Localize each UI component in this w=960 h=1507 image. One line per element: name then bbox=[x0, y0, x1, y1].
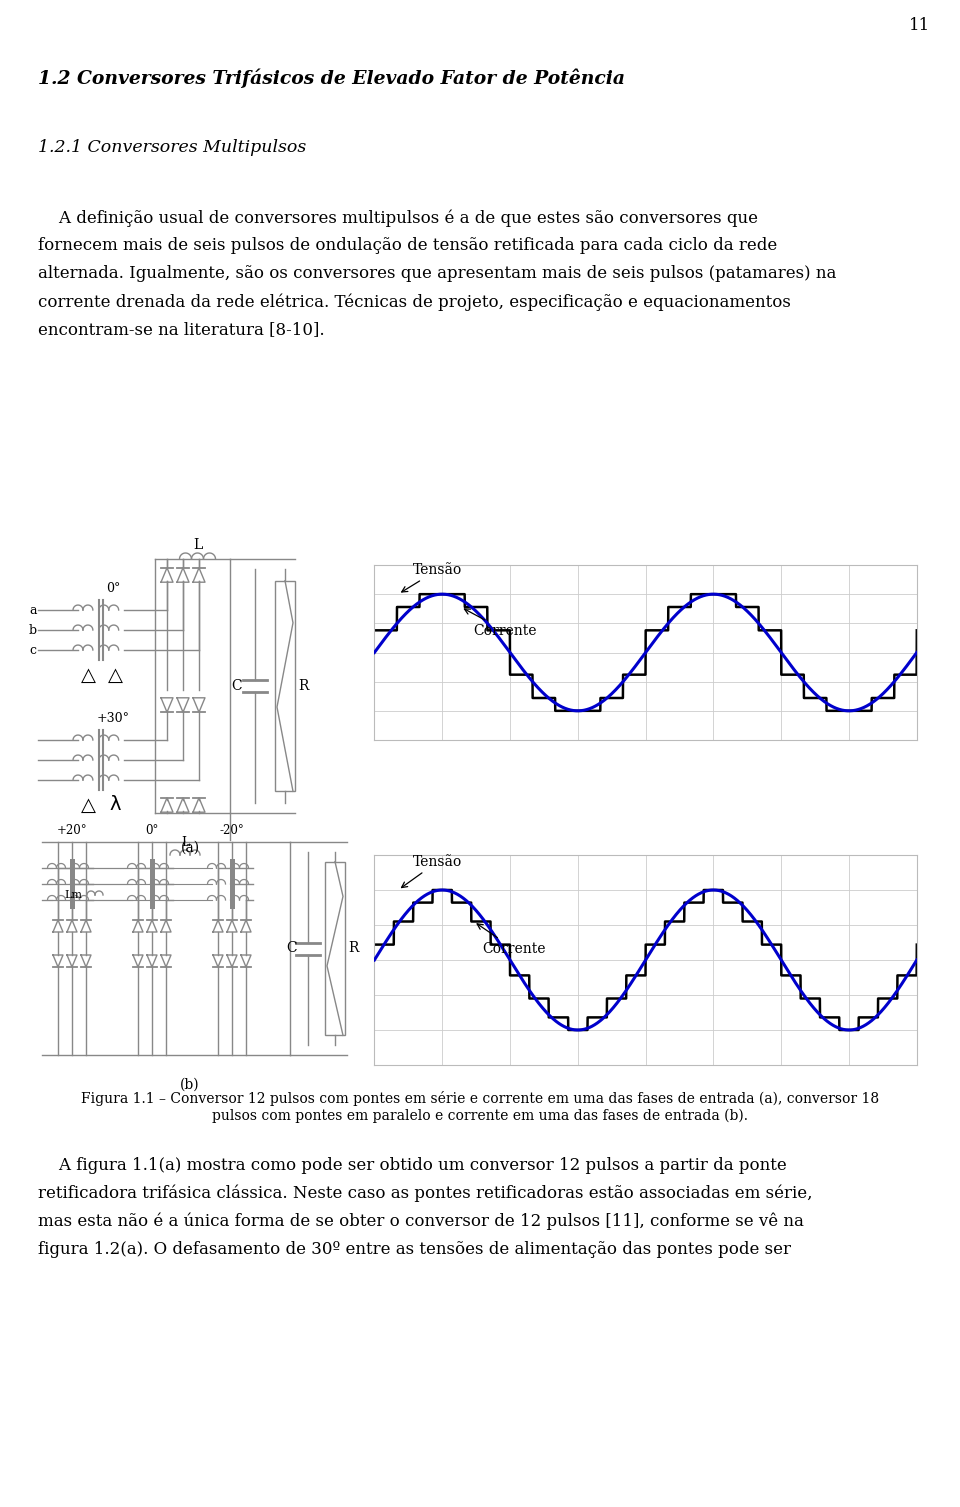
Text: Figura 1.1 – Conversor 12 pulsos com pontes em série e corrente em uma das fases: Figura 1.1 – Conversor 12 pulsos com pon… bbox=[81, 1091, 879, 1106]
Text: Corrente: Corrente bbox=[477, 924, 546, 955]
Text: △: △ bbox=[81, 796, 95, 814]
Text: a: a bbox=[29, 603, 36, 616]
Text: R: R bbox=[298, 680, 308, 693]
Text: A figura 1.1(a) mostra como pode ser obtido um conversor 12 pulsos a partir da p: A figura 1.1(a) mostra como pode ser obt… bbox=[38, 1156, 787, 1174]
Text: 0°: 0° bbox=[145, 823, 158, 836]
Text: encontram-se na literatura [8-10].: encontram-se na literatura [8-10]. bbox=[38, 321, 324, 339]
Text: 1.2 Conversores Trifásicos de Elevado Fator de Potência: 1.2 Conversores Trifásicos de Elevado Fa… bbox=[38, 68, 625, 87]
Text: -20°: -20° bbox=[220, 823, 245, 836]
Text: △: △ bbox=[81, 666, 95, 684]
Text: λ: λ bbox=[109, 796, 121, 814]
Text: fornecem mais de seis pulsos de ondulação de tensão retificada para cada ciclo d: fornecem mais de seis pulsos de ondulaçã… bbox=[38, 238, 778, 255]
Text: Lm: Lm bbox=[64, 891, 82, 900]
Text: +20°: +20° bbox=[57, 823, 87, 836]
Text: c: c bbox=[30, 643, 36, 657]
Text: R: R bbox=[348, 942, 358, 955]
Text: b: b bbox=[29, 624, 37, 636]
Text: Corrente: Corrente bbox=[465, 609, 538, 637]
Text: alternada. Igualmente, são os conversores que apresentam mais de seis pulsos (pa: alternada. Igualmente, são os conversore… bbox=[38, 265, 836, 282]
Text: pulsos com pontes em paralelo e corrente em uma das fases de entrada (b).: pulsos com pontes em paralelo e corrente… bbox=[212, 1109, 748, 1123]
Text: 1.2.1 Conversores Multipulsos: 1.2.1 Conversores Multipulsos bbox=[38, 140, 306, 157]
Text: C: C bbox=[287, 942, 298, 955]
Text: △: △ bbox=[108, 666, 123, 684]
FancyBboxPatch shape bbox=[275, 580, 295, 791]
Text: retificadora trifásica clássica. Neste caso as pontes retificadoras estão associ: retificadora trifásica clássica. Neste c… bbox=[38, 1185, 812, 1201]
Text: L: L bbox=[180, 836, 189, 850]
Text: C: C bbox=[231, 680, 242, 693]
Text: Tensão: Tensão bbox=[401, 854, 463, 888]
Text: 11: 11 bbox=[909, 17, 930, 33]
Text: mas esta não é a única forma de se obter o conversor de 12 pulsos [11], conforme: mas esta não é a única forma de se obter… bbox=[38, 1212, 804, 1230]
Text: figura 1.2(a). O defasamento de 30º entre as tensões de alimentação das pontes p: figura 1.2(a). O defasamento de 30º entr… bbox=[38, 1240, 791, 1257]
Text: (b): (b) bbox=[180, 1078, 200, 1093]
Text: +30°: +30° bbox=[97, 711, 131, 725]
FancyBboxPatch shape bbox=[325, 862, 345, 1035]
Text: Tensão: Tensão bbox=[401, 562, 463, 592]
Text: L: L bbox=[193, 538, 203, 552]
Text: 0°: 0° bbox=[107, 582, 121, 594]
Text: (a): (a) bbox=[180, 841, 200, 854]
Text: A definição usual de conversores multipulsos é a de que estes são conversores qu: A definição usual de conversores multipu… bbox=[38, 209, 758, 226]
Text: corrente drenada da rede elétrica. Técnicas de projeto, especificação e equacion: corrente drenada da rede elétrica. Técni… bbox=[38, 294, 791, 310]
